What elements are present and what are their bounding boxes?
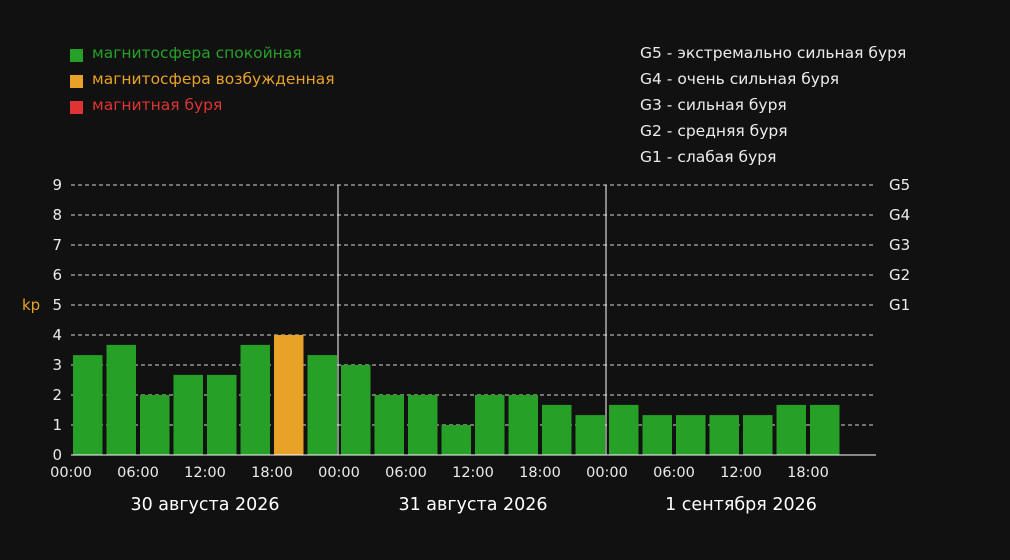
kp-bar bbox=[240, 344, 270, 455]
g-level-label: G4 bbox=[889, 206, 910, 224]
kp-bar bbox=[73, 355, 103, 455]
y-tick-label: 5 bbox=[52, 296, 62, 314]
kp-bar bbox=[475, 395, 505, 455]
x-tick-label: 18:00 bbox=[519, 465, 561, 481]
y-tick-label: 3 bbox=[52, 356, 62, 374]
storm-scale-g1: G1 - слабая буря bbox=[640, 148, 777, 166]
kp-bar bbox=[341, 365, 371, 455]
legend-label-quiet: магнитосфера спокойная bbox=[92, 44, 302, 62]
g-level-label: G3 bbox=[889, 236, 910, 254]
legend-label-storm: магнитная буря bbox=[92, 96, 223, 114]
storm-scale: G5 - экстремально сильная буря G4 - очен… bbox=[640, 44, 906, 174]
day-label: 30 августа 2026 bbox=[130, 495, 279, 515]
g-level-label: G2 bbox=[889, 266, 910, 284]
kp-bar bbox=[810, 404, 840, 455]
x-tick-label: 18:00 bbox=[251, 465, 293, 481]
kp-bar bbox=[508, 395, 538, 455]
storm-scale-g2: G2 - средняя буря bbox=[640, 122, 788, 140]
kp-bar bbox=[441, 425, 471, 455]
x-tick-label: 06:00 bbox=[117, 465, 159, 481]
kp-bar bbox=[274, 335, 304, 455]
kp-bar bbox=[609, 404, 639, 455]
legend-swatch-quiet bbox=[70, 49, 83, 62]
storm-scale-g3: G3 - сильная буря bbox=[640, 96, 787, 114]
y-tick-label: 7 bbox=[52, 236, 62, 254]
kp-bar bbox=[173, 374, 203, 455]
kp-bar bbox=[307, 355, 337, 455]
y-axis-label: kp bbox=[22, 296, 40, 314]
kp-bar bbox=[106, 344, 136, 455]
kp-bar bbox=[676, 415, 706, 455]
day-label: 1 сентября 2026 bbox=[665, 495, 817, 515]
y-tick-label: 2 bbox=[52, 386, 62, 404]
x-tick-label: 00:00 bbox=[586, 465, 628, 481]
y-tick-label: 6 bbox=[52, 266, 62, 284]
kp-bar bbox=[642, 415, 672, 455]
kp-bar bbox=[743, 415, 773, 455]
x-tick-label: 12:00 bbox=[452, 465, 494, 481]
y-tick-label: 8 bbox=[52, 206, 62, 224]
kp-bar bbox=[408, 395, 438, 455]
legend-swatch-excited bbox=[70, 75, 83, 88]
storm-scale-g4: G4 - очень сильная буря bbox=[640, 70, 840, 88]
x-tick-label: 18:00 bbox=[787, 465, 829, 481]
g-level-label: G5 bbox=[889, 176, 910, 194]
x-tick-label: 12:00 bbox=[184, 465, 226, 481]
storm-scale-g5: G5 - экстремально сильная буря bbox=[640, 44, 907, 62]
kp-bar bbox=[140, 395, 170, 455]
kp-bar bbox=[207, 374, 237, 455]
y-tick-label: 4 bbox=[52, 326, 62, 344]
y-tick-label: 1 bbox=[52, 416, 62, 434]
day-label: 31 августа 2026 bbox=[398, 495, 547, 515]
kp-bar bbox=[374, 395, 404, 455]
x-tick-label: 06:00 bbox=[385, 465, 427, 481]
kp-bar bbox=[776, 404, 806, 455]
x-tick-label: 00:00 bbox=[318, 465, 360, 481]
g-level-label: G1 bbox=[889, 296, 910, 314]
x-tick-label: 00:00 bbox=[50, 465, 92, 481]
x-tick-label: 12:00 bbox=[720, 465, 762, 481]
legend-label-excited: магнитосфера возбужденная bbox=[92, 70, 335, 88]
kp-bar bbox=[709, 415, 739, 455]
kp-bar bbox=[575, 415, 605, 455]
kp-bar bbox=[542, 404, 572, 455]
x-tick-label: 06:00 bbox=[653, 465, 695, 481]
y-tick-label: 0 bbox=[52, 446, 62, 464]
legend-swatch-storm bbox=[70, 101, 83, 114]
y-tick-label: 9 bbox=[52, 176, 62, 194]
